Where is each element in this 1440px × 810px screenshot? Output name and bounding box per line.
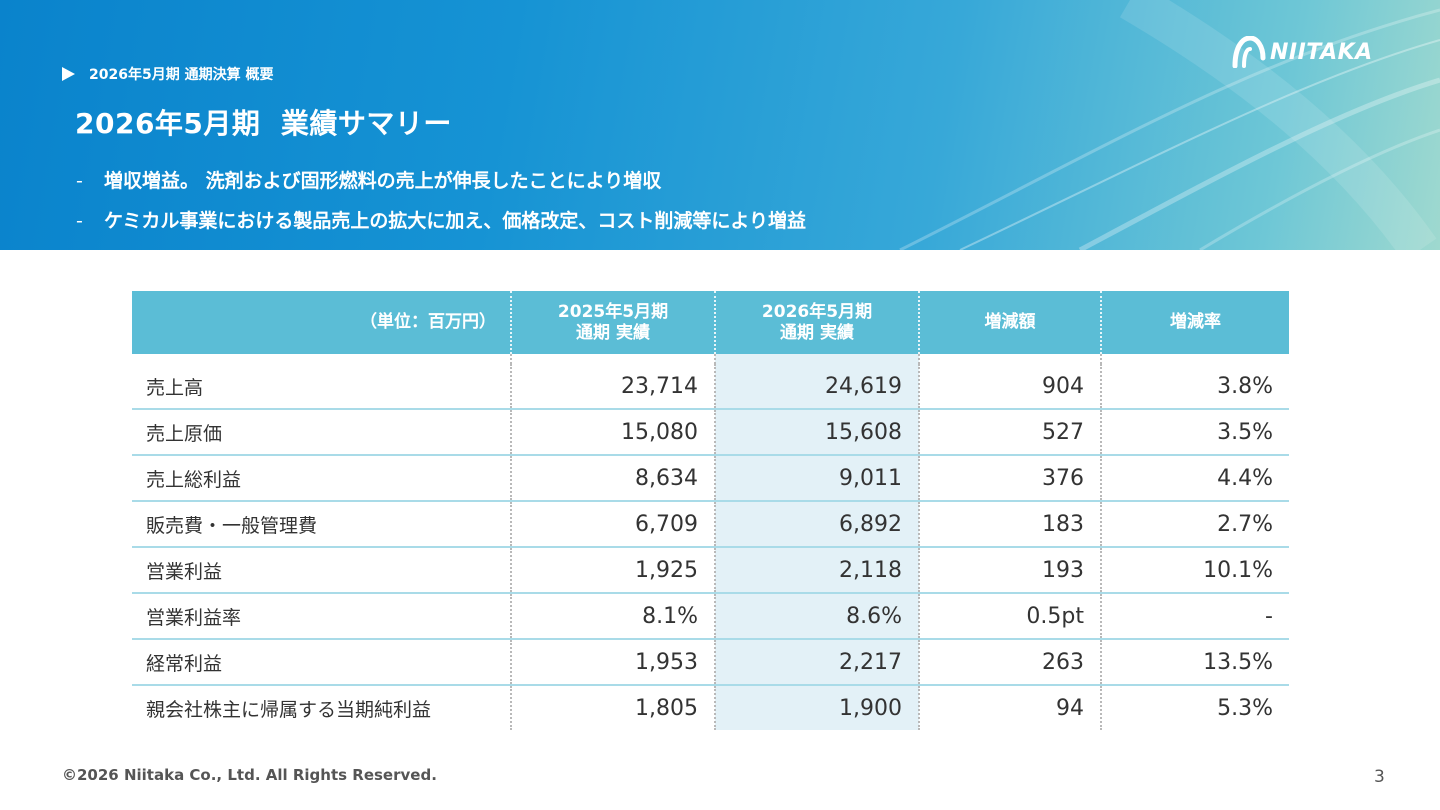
bullet-text: 増収増益。 洗剤および固形燃料の売上が伸長したことにより増収 [104,170,662,192]
value-change: 0.5pt [918,593,1101,640]
value-fy2026: 2,118 [714,547,919,594]
value-rate: 4.4% [1100,455,1289,502]
value-fy2025: 6,709 [510,501,715,548]
value-fy2025: 8,634 [510,455,715,502]
bullet-marker: - [76,210,83,232]
results-summary-table: （単位：百万円） 2025年5月期 通期 実績 2026年5月期 通期 実績 増… [132,291,1289,730]
summary-bullet-2: - ケミカル事業における製品売上の拡大に加え、価格改定、コスト削減等により増益 [76,206,806,233]
row-label: 売上原価 [132,409,511,456]
breadcrumb-text: 2026年5月期 通期決算 概要 [89,67,274,83]
col-header-line2: 通期 実績 [576,322,650,343]
value-rate: 13.5% [1100,639,1289,686]
row-label: 販売費・一般管理費 [132,501,511,548]
col-header-change: 増減額 [918,291,1101,354]
niitaka-logo-icon [1232,36,1266,68]
table-row: 販売費・一般管理費 6,709 6,892 183 2.7% [132,501,1289,548]
summary-bullet-1: - 増収増益。 洗剤および固形燃料の売上が伸長したことにより増収 [76,166,661,193]
value-fy2026: 15,608 [714,409,919,456]
copyright-text: ©2026 Niitaka Co., Ltd. All Rights Reser… [62,766,437,784]
logo-wordmark: NIITAKA [1270,39,1373,65]
col-header-line1: 2025年5月期 [557,302,669,323]
value-fy2026: 24,619 [714,364,919,410]
table-spacer [132,354,1289,364]
table-row: 売上原価 15,080 15,608 527 3.5% [132,409,1289,456]
value-change: 527 [918,409,1101,456]
value-rate: - [1100,593,1289,640]
value-fy2026: 9,011 [714,455,919,502]
table-row: 営業利益率 8.1% 8.6% 0.5pt - [132,593,1289,640]
header-banner: 2026年5月期 通期決算 概要 2026年5月期 業績サマリー - 増収増益。 … [0,0,1440,250]
col-header-fy2026: 2026年5月期 通期 実績 [714,291,919,354]
table-row: 売上総利益 8,634 9,011 376 4.4% [132,455,1289,502]
table-row: 売上高 23,714 24,619 904 3.8% [132,364,1289,410]
value-rate: 5.3% [1100,685,1289,730]
value-fy2026: 8.6% [714,593,919,640]
table-header-row: （単位：百万円） 2025年5月期 通期 実績 2026年5月期 通期 実績 増… [132,291,1289,354]
col-header-rate: 増減率 [1100,291,1289,354]
col-header-line1: 2026年5月期 [761,302,873,323]
value-rate: 3.5% [1100,409,1289,456]
value-fy2025: 1,805 [510,685,715,730]
value-fy2025: 1,925 [510,547,715,594]
value-fy2025: 1,953 [510,639,715,686]
row-label: 営業利益率 [132,593,511,640]
value-fy2026: 6,892 [714,501,919,548]
col-header-fy2025: 2025年5月期 通期 実績 [510,291,715,354]
value-fy2026: 1,900 [714,685,919,730]
row-label: 売上総利益 [132,455,511,502]
row-label: 親会社株主に帰属する当期純利益 [146,698,432,721]
breadcrumb: 2026年5月期 通期決算 概要 [62,64,273,84]
bullet-text: ケミカル事業における製品売上の拡大に加え、価格改定、コスト削減等により増益 [104,210,807,232]
value-change: 193 [918,547,1101,594]
decorative-swoosh [899,0,1440,250]
value-fy2025: 8.1% [510,593,715,640]
value-rate: 3.8% [1100,364,1289,410]
triangle-bullet-icon [62,67,75,81]
value-fy2026: 2,217 [714,639,919,686]
row-label: 営業利益 [132,547,511,594]
table-row: 営業利益 1,925 2,118 193 10.1% [132,547,1289,594]
value-rate: 10.1% [1100,547,1289,594]
value-rate: 2.7% [1100,501,1289,548]
company-logo: NIITAKA [1232,36,1373,68]
value-change: 263 [918,639,1101,686]
col-header-line2: 通期 実績 [780,322,854,343]
value-fy2025: 15,080 [510,409,715,456]
table-row: 経常利益 1,953 2,217 263 13.5% [132,639,1289,686]
page-number: 3 [1374,767,1385,787]
row-label: 売上高 [132,364,511,410]
value-change: 376 [918,455,1101,502]
value-fy2025: 23,714 [510,364,715,410]
unit-label: （単位：百万円） [132,291,511,354]
row-label: 経常利益 [132,639,511,686]
page-title: 2026年5月期 業績サマリー [75,107,452,140]
bullet-marker: - [76,170,83,192]
value-change: 904 [918,364,1101,410]
table-row: 親会社株主に帰属する当期純利益 1,805 1,900 94 5.3% [132,685,1289,730]
value-change: 94 [918,685,1101,730]
value-change: 183 [918,501,1101,548]
